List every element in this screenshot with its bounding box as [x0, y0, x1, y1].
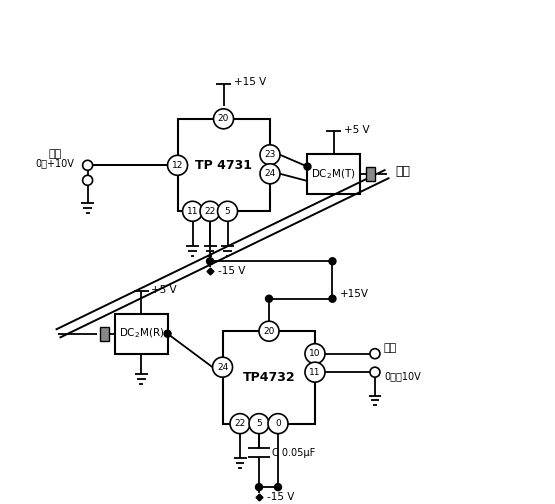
Circle shape	[260, 145, 280, 165]
Circle shape	[200, 201, 220, 221]
Circle shape	[83, 160, 93, 170]
Circle shape	[213, 357, 233, 377]
Circle shape	[214, 109, 234, 129]
Text: 光纤: 光纤	[395, 165, 410, 178]
Text: 20: 20	[263, 327, 275, 336]
Text: -15 V: -15 V	[266, 491, 294, 501]
Circle shape	[370, 367, 380, 377]
Circle shape	[370, 349, 380, 359]
Text: +5 V: +5 V	[344, 125, 369, 135]
Text: +5 V: +5 V	[152, 285, 177, 295]
Circle shape	[218, 201, 238, 221]
Circle shape	[265, 295, 273, 302]
Text: -15 V: -15 V	[218, 266, 245, 276]
Text: 11: 11	[309, 368, 321, 376]
Text: 24: 24	[217, 363, 228, 371]
Text: 22: 22	[204, 207, 216, 216]
Text: 20: 20	[218, 114, 229, 123]
Bar	[223, 331, 315, 424]
Circle shape	[305, 344, 325, 364]
Bar	[115, 313, 168, 354]
Circle shape	[329, 295, 336, 302]
Circle shape	[164, 330, 171, 337]
Text: TP4732: TP4732	[243, 371, 295, 384]
Bar	[307, 154, 360, 194]
Text: 输入: 输入	[48, 149, 62, 159]
Circle shape	[206, 258, 214, 265]
Circle shape	[168, 155, 188, 175]
Text: 23: 23	[264, 150, 276, 159]
Text: 输出: 输出	[384, 343, 397, 353]
Text: C 0.05μF: C 0.05μF	[271, 448, 315, 458]
Text: 22: 22	[234, 419, 246, 428]
Circle shape	[329, 258, 336, 265]
Text: DC$_2$M(T): DC$_2$M(T)	[311, 167, 356, 180]
Text: TP 4731: TP 4731	[195, 159, 253, 171]
Circle shape	[304, 163, 311, 170]
Circle shape	[305, 362, 325, 382]
Circle shape	[249, 414, 269, 433]
Circle shape	[268, 414, 288, 433]
Circle shape	[230, 414, 250, 433]
Circle shape	[259, 321, 279, 341]
Text: 5: 5	[225, 207, 230, 216]
Text: 24: 24	[264, 169, 276, 178]
Text: 0～＋10V: 0～＋10V	[384, 371, 421, 381]
Text: 5: 5	[256, 419, 262, 428]
Bar	[178, 119, 270, 211]
Text: 11: 11	[187, 207, 198, 216]
Circle shape	[83, 175, 93, 185]
Text: 10: 10	[309, 349, 321, 358]
Text: +15V: +15V	[340, 289, 369, 299]
Text: DC$_2$M(R): DC$_2$M(R)	[119, 327, 164, 341]
Text: +15 V: +15 V	[234, 77, 266, 87]
Text: 12: 12	[172, 161, 183, 170]
Circle shape	[260, 164, 280, 184]
Bar	[366, 167, 375, 181]
Bar	[99, 327, 109, 341]
Circle shape	[275, 484, 281, 490]
Text: 0: 0	[275, 419, 281, 428]
Text: 0～+10V: 0～+10V	[36, 158, 74, 168]
Circle shape	[255, 484, 263, 490]
Circle shape	[183, 201, 203, 221]
